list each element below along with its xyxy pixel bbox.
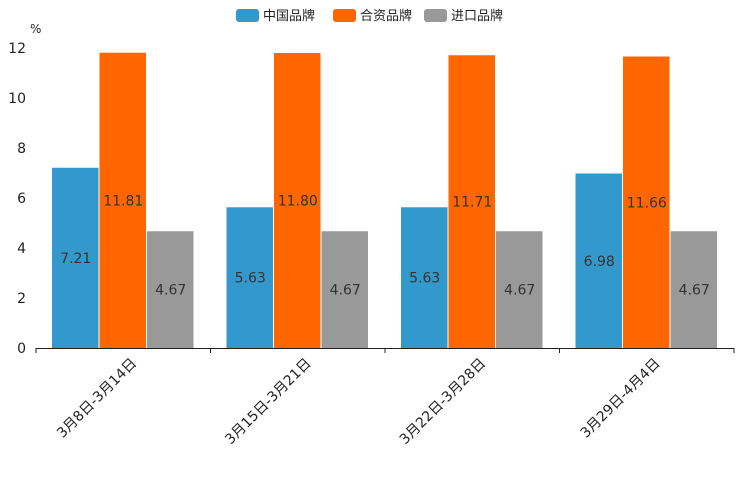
bar bbox=[496, 231, 543, 348]
data-label: 5.63 bbox=[409, 271, 440, 287]
data-label: 4.67 bbox=[330, 283, 361, 299]
bar bbox=[670, 231, 717, 348]
legend: 中国品牌 合资品牌 进口品牌 bbox=[236, 8, 503, 24]
x-tick-label: 3月22日-3月28日 bbox=[397, 356, 489, 448]
data-label: 4.67 bbox=[504, 283, 535, 299]
bar bbox=[226, 207, 273, 348]
data-label: 11.66 bbox=[627, 195, 667, 211]
bar bbox=[99, 52, 146, 348]
bars bbox=[52, 52, 717, 348]
bar bbox=[575, 173, 622, 348]
y-tick-label: 4 bbox=[17, 241, 26, 257]
y-axis-unit-label: % bbox=[30, 22, 41, 36]
legend-swatch bbox=[424, 9, 447, 22]
data-label: 4.67 bbox=[679, 283, 710, 299]
legend-item: 中国品牌 bbox=[236, 8, 315, 24]
bar bbox=[274, 53, 321, 348]
data-label: 11.71 bbox=[452, 195, 492, 211]
y-tick-label: 2 bbox=[17, 291, 26, 307]
bar bbox=[52, 167, 99, 348]
legend-item: 合资品牌 bbox=[333, 8, 412, 24]
data-label: 6.98 bbox=[584, 254, 615, 270]
legend-label: 合资品牌 bbox=[360, 8, 412, 24]
data-label: 5.63 bbox=[235, 271, 266, 287]
bar bbox=[401, 207, 448, 348]
legend-item: 进口品牌 bbox=[424, 8, 503, 24]
legend-label: 中国品牌 bbox=[263, 8, 315, 24]
x-tick-label: 3月15日-3月21日 bbox=[222, 356, 314, 448]
x-axis: 3月8日-3月14日 3月15日-3月21日 3月22日-3月28日 3月29日-4月… bbox=[35, 348, 735, 448]
legend-label: 进口品牌 bbox=[451, 8, 503, 24]
bar bbox=[623, 56, 670, 348]
data-label: 11.81 bbox=[103, 193, 143, 209]
x-tick-label: 3月29日-4月4日 bbox=[578, 356, 664, 442]
legend-swatch bbox=[333, 9, 356, 22]
y-axis: 0 2 4 6 8 10 12 bbox=[8, 41, 26, 357]
bar bbox=[321, 231, 368, 348]
y-tick-label: 8 bbox=[17, 141, 26, 157]
data-label: 7.21 bbox=[60, 251, 91, 267]
x-tick-label: 3月8日-3月14日 bbox=[54, 356, 140, 442]
data-labels: 7.21 11.81 4.67 5.63 11.80 4.67 5.63 11.71 4.67 6… bbox=[60, 193, 710, 298]
y-tick-label: 0 bbox=[17, 341, 26, 357]
bar bbox=[147, 231, 194, 348]
data-label: 11.80 bbox=[278, 194, 318, 210]
data-label: 4.67 bbox=[155, 283, 186, 299]
y-tick-label: 12 bbox=[8, 41, 26, 57]
y-tick-label: 6 bbox=[17, 191, 26, 207]
legend-swatch bbox=[236, 9, 259, 22]
bar bbox=[448, 55, 495, 348]
y-tick-label: 10 bbox=[8, 91, 26, 107]
